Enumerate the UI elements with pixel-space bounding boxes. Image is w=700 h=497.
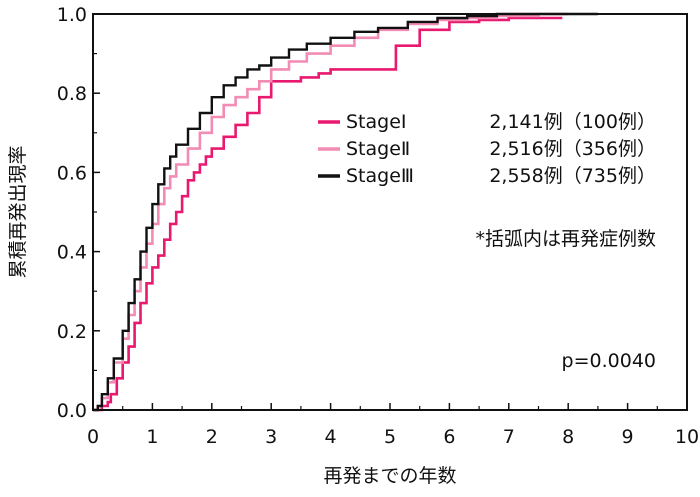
axes: 0 1 2 3 4 5 6 7 8 9 10 0.0 0.2 0.4 0.6 0.8 1.0 <box>57 4 699 448</box>
x-axis-title: 再発までの年数 <box>323 465 456 487</box>
plot-lines <box>93 12 598 412</box>
y-ticks: 0.0 0.2 0.4 0.6 0.8 1.0 <box>57 4 100 422</box>
y-tick-label: 0.8 <box>57 83 87 105</box>
y-tick-label: 0.0 <box>57 400 87 422</box>
legend-series-count: 2,516例（356例） <box>489 138 656 160</box>
x-tick-label: 9 <box>622 426 634 448</box>
legend-series-name: StageⅠ <box>346 111 407 133</box>
y-axis-title: 累積再発出現率 <box>7 145 29 278</box>
legend-series-count: 2,141例（100例） <box>489 111 656 133</box>
x-tick-label: 8 <box>562 426 574 448</box>
series-line-stage-3 <box>93 12 598 412</box>
footnote-annotation: *括弧内は再発症例数 <box>475 228 656 250</box>
x-tick-label: 0 <box>87 426 99 448</box>
y-tick-label: 0.4 <box>57 242 87 264</box>
legend-series-name: StageⅡ <box>346 138 410 160</box>
legend: StageⅠ 2,141例（100例） StageⅡ 2,516例（356例） Stag… <box>318 111 656 187</box>
x-tick-label: 10 <box>675 426 699 448</box>
series-line-stage-2 <box>93 12 569 412</box>
legend-series-name: StageⅢ <box>346 165 414 187</box>
x-tick-label: 2 <box>206 426 218 448</box>
x-tick-label: 1 <box>146 426 158 448</box>
y-tick-label: 0.2 <box>57 321 87 343</box>
x-tick-label: 4 <box>325 426 337 448</box>
x-tick-label: 7 <box>503 426 515 448</box>
y-tick-label: 1.0 <box>57 4 87 26</box>
series-line-stage-1 <box>93 16 563 412</box>
x-ticks: 0 1 2 3 4 5 6 7 8 9 10 <box>87 403 699 448</box>
x-tick-label: 6 <box>443 426 455 448</box>
p-value-annotation: p=0.0040 <box>562 350 656 372</box>
y-tick-label: 0.6 <box>57 162 87 184</box>
legend-series-count: 2,558例（735例） <box>489 165 656 187</box>
x-tick-label: 3 <box>265 426 277 448</box>
x-tick-label: 5 <box>384 426 396 448</box>
